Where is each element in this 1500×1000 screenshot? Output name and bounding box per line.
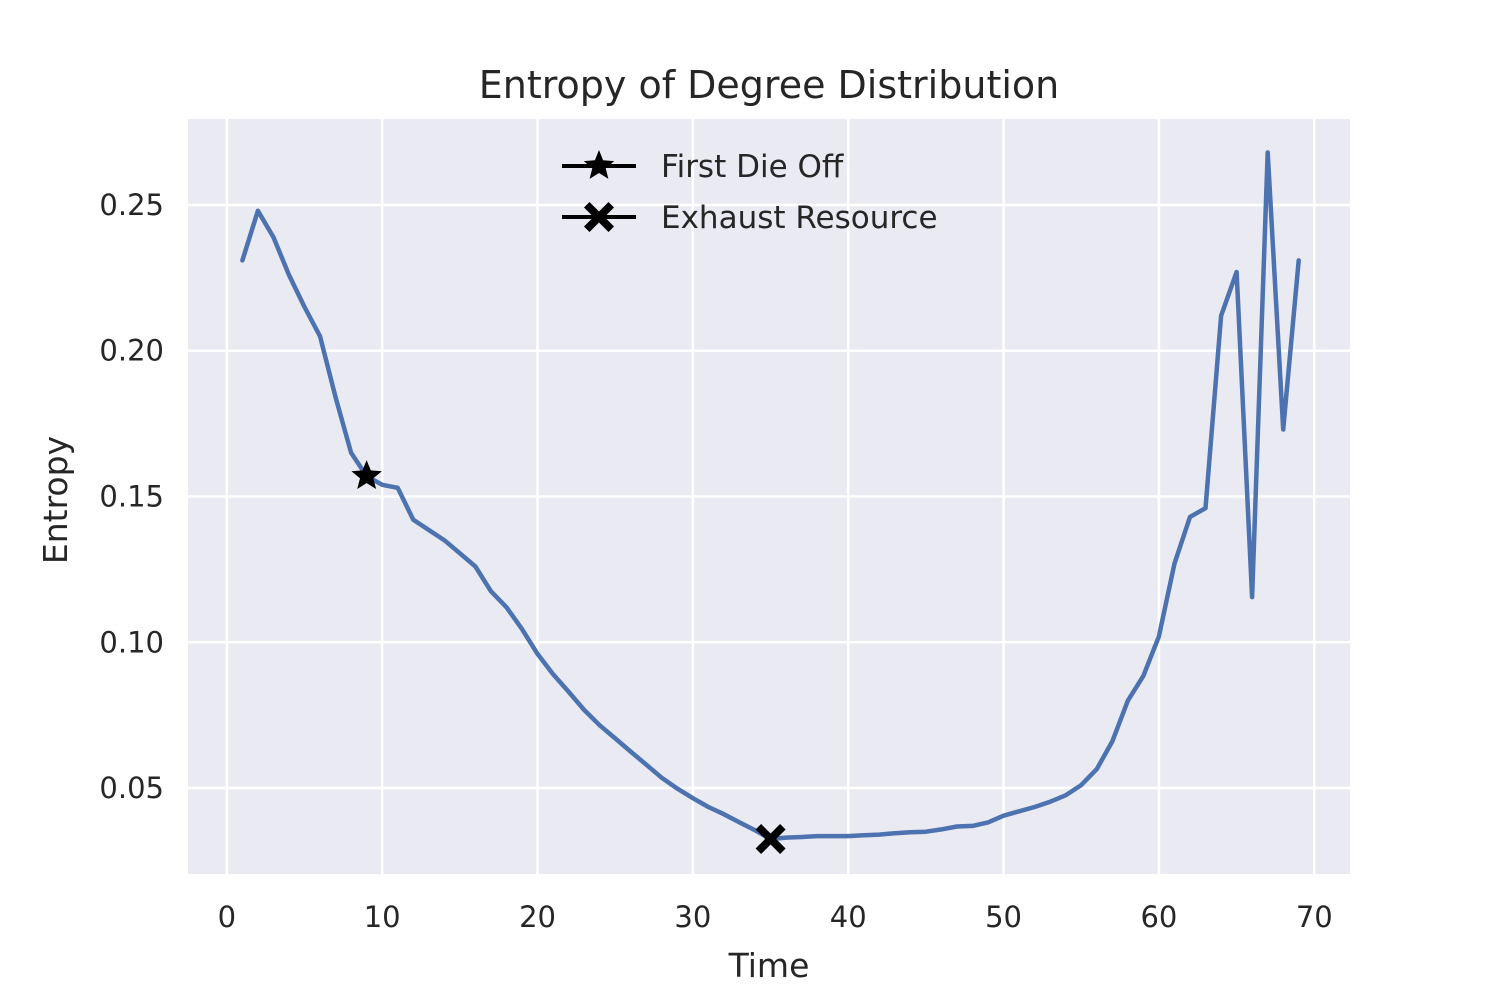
- marker-layer: [351, 460, 786, 854]
- x-tick-labels: 0 10 20 30 40 50 60 70: [218, 900, 1333, 934]
- x-tick-label: 60: [1140, 900, 1177, 934]
- chart-title: Entropy of Degree Distribution: [479, 63, 1060, 107]
- star-icon: [583, 150, 615, 179]
- y-tick-label: 0.10: [99, 625, 164, 659]
- y-tick-label: 0.25: [99, 188, 164, 222]
- x-tick-label: 40: [830, 900, 867, 934]
- y-tick-labels: 0.05 0.10 0.15 0.20 0.25: [99, 188, 164, 805]
- x-marker-icon: [584, 202, 614, 232]
- x-tick-label: 20: [519, 900, 556, 934]
- grid-lines-x: [225, 119, 1316, 874]
- y-tick-label: 0.20: [99, 334, 164, 368]
- exhaust-resource-marker: [755, 824, 786, 854]
- x-tick-label: 50: [985, 900, 1022, 934]
- legend-label-exhaust-resource: Exhaust Resource: [661, 200, 938, 236]
- y-axis-label: Entropy: [36, 436, 75, 564]
- x-tick-label: 10: [364, 900, 401, 934]
- legend-label-first-die-off: First Die Off: [661, 149, 844, 185]
- x-tick-label: 0: [218, 900, 236, 934]
- x-tick-label: 70: [1296, 900, 1333, 934]
- y-tick-label: 0.05: [99, 771, 164, 805]
- first-die-off-marker: [351, 460, 382, 489]
- x-axis-label: Time: [728, 946, 810, 985]
- x-tick-label: 30: [674, 900, 711, 934]
- y-tick-label: 0.15: [99, 480, 164, 514]
- legend: First Die Off Exhaust Resource: [562, 149, 938, 236]
